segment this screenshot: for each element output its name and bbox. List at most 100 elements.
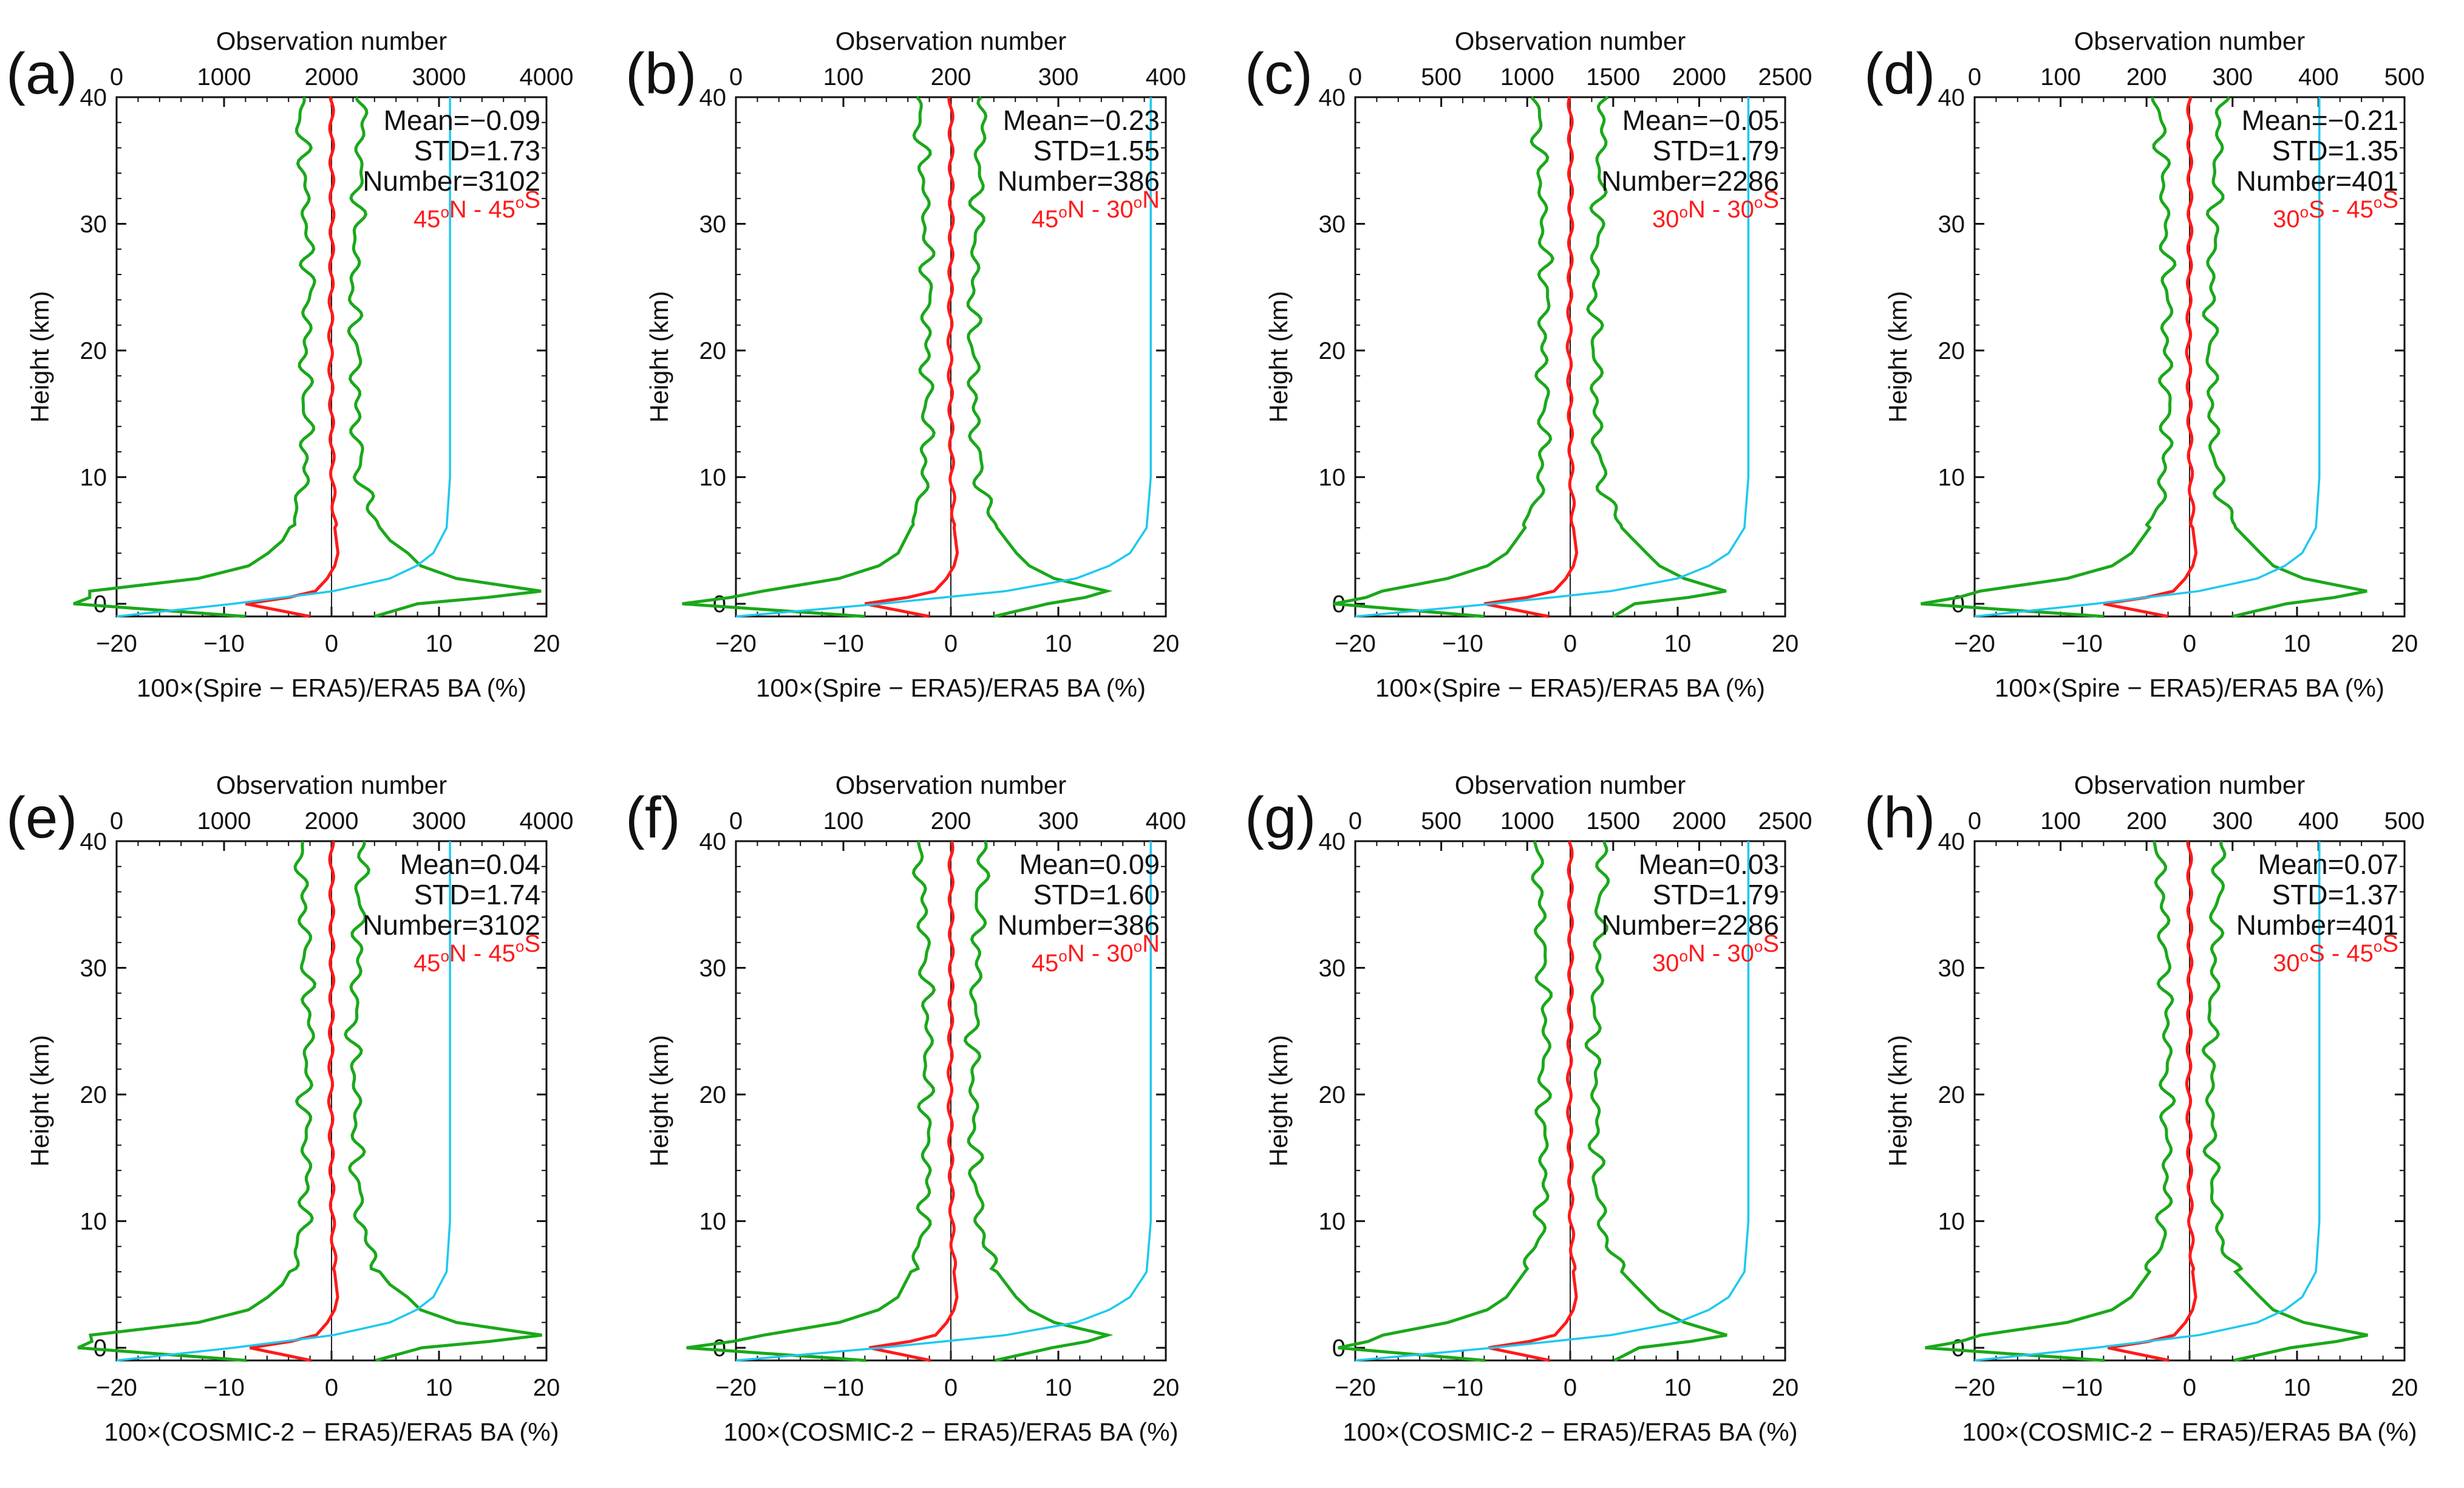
stat-number: Number=2286 [1601, 909, 1779, 941]
region-label: 45oN - 45oS [414, 930, 540, 977]
panel-g: −20 −10 0 10 200 500 1000 1500 2000 2500010203040… [1245, 771, 1812, 1446]
top-x-tick-label: 0 [729, 64, 743, 90]
y-tick-label: 10 [1319, 465, 1346, 491]
region-part: 45 [488, 940, 516, 967]
y-tick-label: 20 [699, 1082, 727, 1108]
stat-std: STD=1.35 [2272, 135, 2398, 166]
top-x-tick-label: 3000 [412, 808, 466, 834]
y-axis-label: Height (km) [645, 1035, 673, 1167]
stat-std: STD=1.79 [1653, 879, 1779, 910]
top-x-tick-label: 300 [1038, 808, 1079, 834]
degree-symbol: o [2374, 937, 2382, 955]
top-x-tick-label: 400 [2298, 64, 2339, 90]
stat-mean: Mean=−0.09 [384, 104, 540, 136]
degree-symbol: o [440, 203, 449, 221]
y-tick-label: 40 [80, 828, 107, 855]
top-x-axis-label: Observation number [2074, 771, 2306, 799]
y-axis-label: Height (km) [1264, 1035, 1293, 1167]
mean-curve [249, 841, 339, 1362]
panel-label: (g) [1245, 785, 1316, 850]
region-part: 30 [2273, 950, 2300, 977]
degree-symbol: o [440, 947, 449, 965]
x-axis-label: 100×(COSMIC-2 − ERA5)/ERA5 BA (%) [1343, 1418, 1797, 1446]
top-x-tick-label: 100 [2040, 64, 2081, 90]
degree-symbol: o [1754, 193, 1763, 211]
region-part: N - [449, 196, 488, 223]
region-label: 45oN - 30oN [1032, 186, 1160, 233]
std-curve-right [966, 96, 1113, 618]
panel-d: −20 −10 0 10 200 100 200 300 400 500010203040Obse… [1864, 27, 2425, 702]
region-part: 30 [1652, 206, 1680, 233]
y-tick-label: 30 [1938, 955, 1965, 982]
top-x-tick-label: 100 [2040, 808, 2081, 834]
degree-symbol: o [1754, 937, 1763, 955]
std-curve-left [682, 96, 936, 618]
region-part: N - [1688, 940, 1727, 967]
stat-number: Number=3102 [362, 909, 540, 941]
region-part: S [524, 930, 540, 957]
region-part: 45 [1032, 206, 1059, 233]
top-x-tick-label: 0 [1349, 64, 1362, 90]
region-part: S [1763, 930, 1779, 957]
y-axis-label: Height (km) [645, 291, 673, 423]
std-curve-right [347, 97, 542, 618]
top-x-tick-label: 1000 [197, 808, 251, 834]
top-x-tick-label: 400 [2298, 808, 2339, 834]
region-part: N - [1067, 196, 1106, 223]
stat-std: STD=1.55 [1033, 135, 1160, 166]
std-curve-left [1925, 841, 2176, 1362]
std-curve-left [1338, 841, 1553, 1362]
region-part: S [1763, 186, 1779, 213]
degree-symbol: o [1134, 937, 1142, 955]
x-tick-label: 10 [1664, 1374, 1692, 1401]
y-tick-label: 40 [699, 828, 727, 855]
mean-curve [864, 97, 959, 618]
std-curve-left [77, 841, 317, 1362]
x-tick-label: −20 [715, 1374, 757, 1401]
y-tick-label: 30 [80, 955, 107, 982]
degree-symbol: o [2374, 193, 2382, 211]
mean-curve [1483, 97, 1579, 618]
std-curve-right [1586, 95, 1727, 618]
mean-curve [2103, 97, 2198, 618]
panel-a: −20 −10 0 10 200 1000 2000 3000 4000010203040Obs… [6, 27, 573, 702]
mean-curve [2107, 841, 2197, 1362]
top-x-tick-label: 1000 [197, 64, 251, 90]
degree-symbol: o [1134, 193, 1142, 211]
region-part: 45 [1032, 950, 1059, 977]
top-x-tick-label: 500 [1421, 64, 1462, 90]
top-x-tick-label: 200 [931, 808, 972, 834]
top-x-tick-label: 200 [2126, 808, 2167, 834]
stat-number: Number=386 [998, 165, 1160, 197]
region-part: 45 [2346, 940, 2374, 967]
top-x-tick-label: 4000 [520, 64, 574, 90]
top-x-tick-label: 500 [2384, 64, 2425, 90]
top-x-tick-label: 0 [110, 808, 123, 834]
top-x-tick-label: 2000 [1672, 64, 1726, 90]
std-curve-right [2202, 96, 2367, 618]
y-tick-label: 10 [1938, 465, 1965, 491]
degree-symbol: o [516, 193, 524, 211]
region-part: S [2382, 930, 2398, 957]
x-axis-label: 100×(Spire − ERA5)/ERA5 BA (%) [137, 674, 526, 702]
top-x-axis-label: Observation number [1455, 771, 1686, 799]
x-tick-label: −10 [2061, 1374, 2103, 1401]
stat-number: Number=401 [2236, 909, 2398, 941]
x-tick-label: 20 [533, 630, 560, 657]
region-part: N [1142, 186, 1160, 213]
stat-mean: Mean=0.09 [1019, 848, 1160, 880]
top-x-tick-label: 1000 [1500, 808, 1554, 834]
region-label: 45oN - 45oS [414, 186, 540, 233]
x-axis-label: 100×(Spire − ERA5)/ERA5 BA (%) [1375, 674, 1765, 702]
std-curve-right [1584, 841, 1727, 1362]
x-axis-label: 100×(COSMIC-2 − ERA5)/ERA5 BA (%) [1962, 1418, 2417, 1446]
region-part: 30 [1727, 940, 1754, 967]
top-x-axis-label: Observation number [2074, 27, 2306, 55]
x-axis-label: 100×(COSMIC-2 − ERA5)/ERA5 BA (%) [104, 1418, 559, 1446]
panel-b: −20 −10 0 10 200 100 200 300 400010203040Observa… [625, 27, 1186, 702]
obs-count-curve [1355, 97, 1750, 618]
top-x-tick-label: 1500 [1586, 808, 1640, 834]
x-tick-label: 20 [533, 1374, 560, 1401]
y-tick-label: 10 [699, 1209, 727, 1235]
top-x-tick-label: 1000 [1500, 64, 1554, 90]
